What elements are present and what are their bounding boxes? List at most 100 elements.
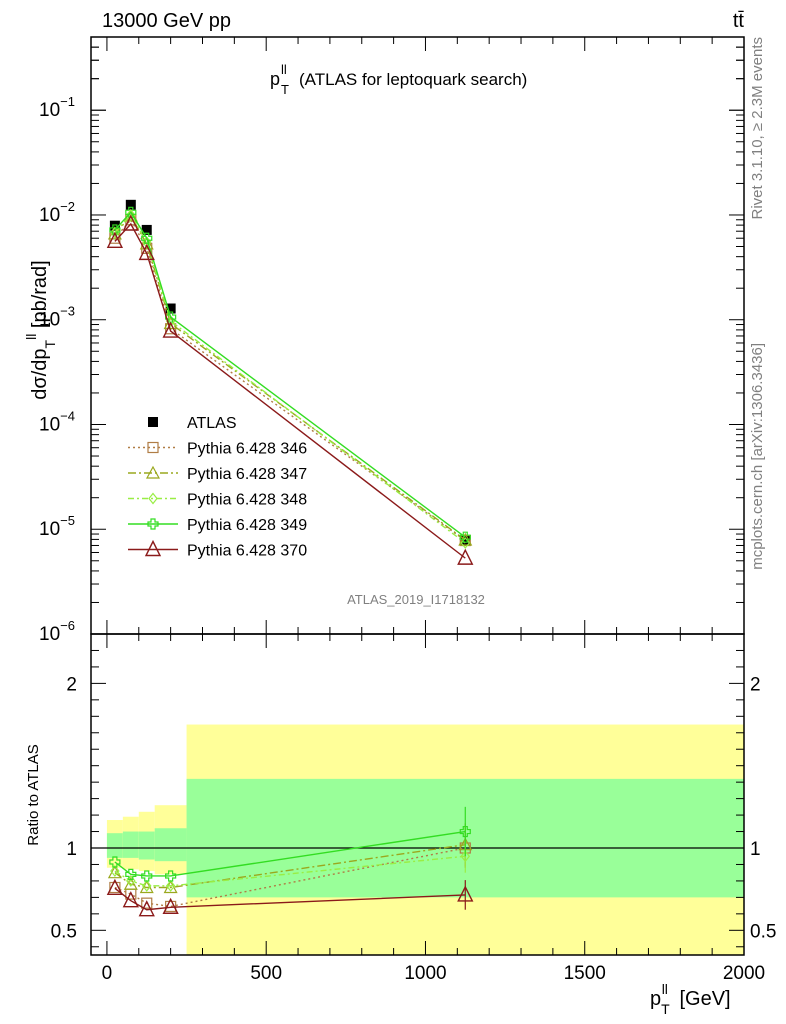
ratio-line-p348: [114, 855, 466, 887]
ratio-xtick-label-0: 0: [102, 963, 113, 984]
ratio-ytick-label-right-2: 2: [750, 674, 761, 695]
point-p348-4: [460, 536, 471, 549]
main-ylabel: dσ/dpTll [pb/rad]: [23, 260, 58, 399]
ratio-point-p370-0: [106, 878, 124, 896]
ratio-xtick-label-3: 1500: [564, 963, 606, 984]
ratio-point-p370-3: [162, 897, 179, 914]
point-p348-1: [126, 209, 136, 221]
legend-label-p346: Pythia 6.428 346: [187, 441, 307, 458]
ratio-point-p348-3: [165, 879, 176, 892]
point-p370-0: [106, 231, 124, 249]
main-ytick-label-5: 10−1: [39, 94, 75, 121]
title-sup: ll: [281, 62, 287, 77]
legend-marker-p346: [147, 441, 159, 454]
legend-marker-p347: [145, 465, 161, 479]
legend-marker-atlas: [148, 417, 158, 427]
band-inner-3: [154, 828, 187, 862]
legend-entry-p349: Pythia 6.428 349: [128, 517, 307, 534]
band-inner-0: [106, 833, 123, 858]
ratio-point-p347-1: [123, 876, 138, 890]
legend-label-p370: Pythia 6.428 370: [187, 543, 307, 560]
series-atlas: [109, 199, 471, 546]
ratio-ytick-label-left-1: 1: [66, 839, 77, 860]
ratio-ytick-label-left-2: 2: [66, 674, 77, 695]
point-p349-1: [125, 206, 137, 218]
ratio-series-p370: [106, 878, 474, 917]
watermark: ATLAS_2019_I1718132: [347, 592, 485, 607]
band-inner-2: [138, 831, 155, 860]
ratio-line-p349: [114, 830, 466, 877]
ratio-ylabel: Ratio to ATLAS: [25, 744, 42, 845]
point-p370-4: [457, 548, 474, 565]
point-p349-2: [141, 232, 153, 244]
series-line-p348: [114, 213, 466, 544]
side-text-rivet: Rivet 3.1.10, ≥ 2.3M events: [749, 37, 766, 220]
legend-marker-p349: [147, 518, 159, 530]
point-p370-1: [122, 214, 139, 231]
point-atlas-4: [460, 535, 471, 546]
ratio-point-p348-0: [110, 865, 120, 878]
main-ytick-label-4: 10−2: [39, 199, 75, 226]
legend-marker-p370: [144, 539, 162, 557]
ratio-xtick-label-1: 500: [250, 963, 282, 984]
title-sub: T: [281, 82, 289, 97]
ratio-line-p347: [114, 844, 466, 889]
ratio-point-p346-0: [109, 881, 121, 894]
ratio-xlabel: pTll [GeV]: [650, 981, 731, 1017]
main-ytick-label-2: 10−4: [39, 408, 75, 435]
ratio-point-p370-1: [122, 891, 139, 908]
ratio-point-p349-2: [141, 870, 153, 882]
legend-entry-p348: Pythia 6.428 348: [128, 492, 307, 509]
title-p: p: [270, 69, 280, 89]
ratio-point-p348-1: [126, 874, 136, 887]
ratio-point-p346-2: [141, 897, 153, 909]
ratio-point-p349-0: [109, 856, 121, 868]
ratio-point-p370-4: [457, 885, 474, 902]
legend-entry-p347: Pythia 6.428 347: [128, 465, 307, 483]
legend-label-atlas: ATLAS: [187, 415, 237, 432]
series-line-p349: [114, 211, 466, 538]
legend-entry-p346: Pythia 6.428 346: [128, 441, 307, 458]
ratio-xtick-label-4: 2000: [723, 963, 765, 984]
point-atlas-0: [109, 220, 120, 231]
ratio-point-p370-2: [138, 900, 155, 917]
legend-label-p349: Pythia 6.428 349: [187, 517, 307, 534]
ratio-ytick-label-left-0: 0.5: [51, 921, 77, 942]
ratio-frame: [90, 633, 745, 956]
svg-text:dσ/dpTll [pb/rad]: dσ/dpTll [pb/rad]: [23, 260, 58, 399]
main-ytick-label-0: 10−6: [39, 618, 75, 645]
legend-label-p347: Pythia 6.428 347: [187, 466, 307, 483]
ratio-series-p349: [109, 806, 471, 882]
point-p370-2: [138, 243, 155, 261]
ratio-panel: 0 500 1000 1500 2000 0.5 0.5 1 1 2 2: [51, 633, 776, 984]
ratio-line-p370: [114, 887, 466, 911]
ratio-ytick-label-right-0: 0.5: [750, 921, 776, 942]
title-rest: (ATLAS for leptoquark search): [299, 70, 527, 89]
ratio-point-p349-4: [459, 825, 471, 838]
ratio-point-p349-1: [125, 868, 137, 880]
point-atlas-3: [165, 303, 176, 314]
series-p370: [106, 214, 474, 565]
point-p370-3: [162, 321, 179, 338]
svg-text:pTll [GeV]: pTll [GeV]: [650, 981, 731, 1017]
main-ytick-label-3: 10−3: [39, 304, 75, 331]
ratio-point-p348-2: [141, 879, 152, 892]
legend: ATLAS Pythia 6.428 346 Pythia 6.428 347 Pyt…: [128, 415, 307, 560]
header-right: tt̄: [733, 10, 745, 32]
ratio-xtick-label-2: 1000: [404, 963, 446, 984]
plot-title: p ll T (ATLAS for leptoquark search): [270, 62, 527, 97]
point-p349-0: [109, 224, 121, 236]
main-ytick-label-1: 10−5: [39, 513, 75, 540]
main-panel: 10−6 10−5 10−4 10−3 10−2 10−1: [39, 36, 745, 645]
point-p348-0: [110, 226, 120, 239]
ratio-point-p348-4: [460, 850, 471, 863]
legend-label-p348: Pythia 6.428 348: [187, 492, 307, 509]
ratio-ytick-label-right-1: 1: [750, 839, 761, 860]
band-inner-1: [122, 831, 139, 858]
legend-entry-atlas: ATLAS: [148, 415, 237, 432]
legend-entry-p370: Pythia 6.428 370: [128, 539, 307, 560]
legend-marker-p348: [148, 492, 158, 505]
header-left: 13000 GeV pp: [102, 10, 231, 32]
point-atlas-1: [125, 199, 136, 210]
